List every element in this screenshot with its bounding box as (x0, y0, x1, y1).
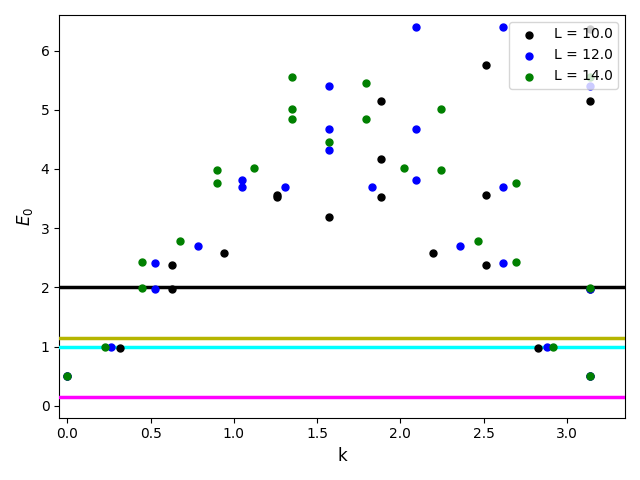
L = 12.0 (150, 285, 160, 293)
L = 14.0 (174, 238, 184, 245)
L = 10.0 (271, 191, 282, 199)
L = 12.0 (498, 183, 508, 191)
X-axis label: k: k (337, 447, 347, 465)
L = 14.0 (287, 115, 297, 123)
L = 10.0 (585, 97, 595, 105)
L = 14.0 (100, 343, 110, 351)
L = 12.0 (411, 24, 421, 31)
L = 12.0 (411, 176, 421, 184)
L = 12.0 (585, 285, 595, 293)
L = 12.0 (324, 125, 334, 132)
L = 14.0 (585, 372, 595, 380)
L = 12.0 (150, 259, 160, 267)
L = 14.0 (473, 238, 483, 245)
L = 10.0 (167, 262, 177, 269)
L = 14.0 (287, 106, 297, 113)
L = 10.0 (220, 250, 230, 257)
L = 14.0 (361, 79, 371, 87)
L = 12.0 (541, 344, 552, 351)
L = 12.0 (585, 82, 595, 90)
L = 10.0 (428, 250, 438, 257)
L = 10.0 (585, 372, 595, 380)
L = 14.0 (399, 164, 409, 172)
L = 10.0 (585, 25, 595, 33)
L = 12.0 (237, 183, 247, 191)
L = 14.0 (585, 73, 595, 81)
L = 14.0 (137, 285, 147, 292)
L = 14.0 (212, 179, 222, 186)
L = 12.0 (106, 344, 116, 351)
L = 10.0 (481, 191, 491, 199)
L = 14.0 (361, 115, 371, 123)
Y-axis label: $E_0$: $E_0$ (15, 207, 35, 226)
L = 14.0 (436, 166, 446, 174)
L = 14.0 (585, 285, 595, 292)
L = 10.0 (481, 61, 491, 69)
L = 14.0 (62, 372, 72, 380)
L = 14.0 (212, 166, 222, 174)
L = 12.0 (280, 183, 291, 191)
L = 12.0 (498, 259, 508, 267)
L = 10.0 (376, 97, 387, 105)
L = 10.0 (271, 193, 282, 201)
L = 12.0 (237, 176, 247, 184)
L = 12.0 (62, 372, 72, 380)
L = 10.0 (324, 214, 334, 221)
Legend: L = 10.0, L = 12.0, L = 14.0: L = 10.0, L = 12.0, L = 14.0 (509, 22, 618, 89)
L = 12.0 (585, 372, 595, 380)
L = 12.0 (193, 242, 204, 250)
L = 12.0 (411, 125, 421, 132)
L = 10.0 (376, 155, 387, 163)
L = 14.0 (511, 179, 521, 186)
L = 14.0 (436, 106, 446, 113)
L = 14.0 (548, 343, 558, 351)
L = 12.0 (454, 242, 465, 250)
L = 14.0 (287, 73, 297, 81)
L = 10.0 (481, 262, 491, 269)
L = 12.0 (324, 82, 334, 90)
L = 12.0 (367, 183, 378, 191)
L = 10.0 (167, 286, 177, 293)
L = 12.0 (324, 146, 334, 154)
L = 10.0 (115, 344, 125, 351)
L = 10.0 (533, 344, 543, 351)
L = 14.0 (324, 138, 334, 146)
L = 14.0 (137, 258, 147, 265)
L = 14.0 (249, 164, 259, 172)
L = 10.0 (62, 372, 72, 380)
L = 14.0 (511, 258, 521, 265)
L = 10.0 (585, 286, 595, 293)
L = 10.0 (376, 193, 387, 201)
L = 12.0 (498, 24, 508, 31)
